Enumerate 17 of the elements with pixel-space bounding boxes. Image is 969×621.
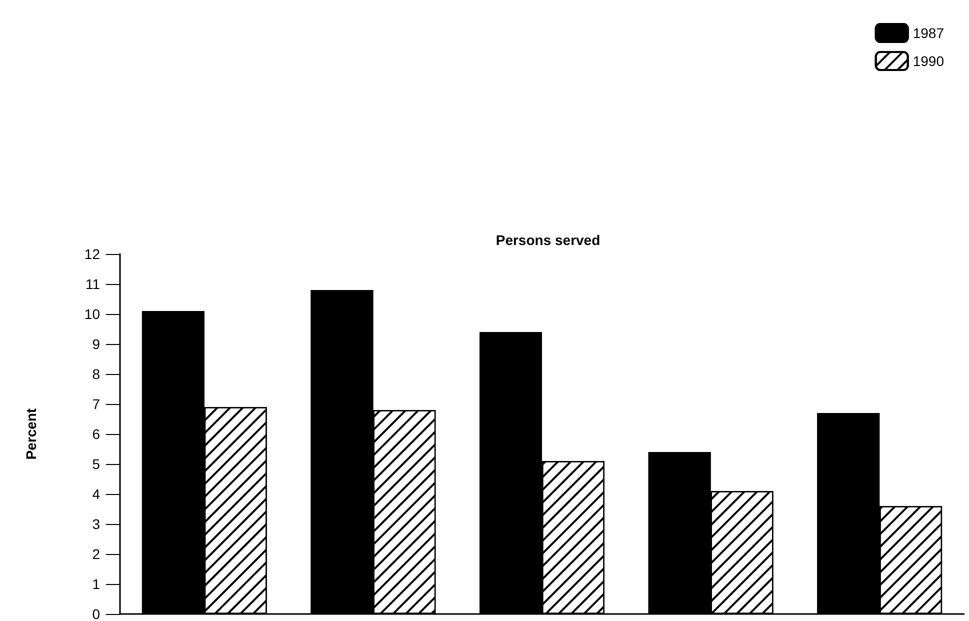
- y-tick-label: 7: [92, 396, 100, 412]
- legend-label: 1987: [912, 25, 944, 41]
- y-tick-label: 10: [84, 306, 100, 322]
- y-tick-label: 0: [92, 606, 100, 621]
- y-tick-label: 5: [92, 456, 100, 472]
- y-tick-label: 2: [92, 546, 100, 562]
- y-tick-label: 1: [92, 576, 100, 592]
- y-tick-label: 3: [92, 516, 100, 532]
- y-tick-label: 11: [85, 276, 100, 292]
- legend-label: 1990: [912, 53, 944, 69]
- chart-title: Persons served: [496, 232, 600, 248]
- y-tick-label: 4: [92, 486, 100, 502]
- y-tick-label: 8: [92, 366, 100, 382]
- y-axis-title: Percent: [23, 408, 39, 460]
- y-tick-label: 12: [84, 246, 100, 262]
- y-tick-label: 6: [92, 426, 100, 442]
- y-tick-label: 9: [92, 336, 100, 352]
